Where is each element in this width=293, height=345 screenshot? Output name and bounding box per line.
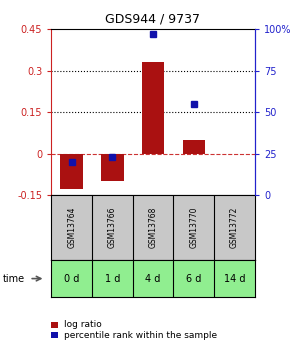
- Text: 14 d: 14 d: [224, 274, 245, 284]
- Text: GSM13764: GSM13764: [67, 207, 76, 248]
- Text: percentile rank within the sample: percentile rank within the sample: [64, 331, 217, 339]
- Text: 1 d: 1 d: [105, 274, 120, 284]
- Text: 4 d: 4 d: [145, 274, 161, 284]
- Text: GSM13768: GSM13768: [149, 207, 158, 248]
- Bar: [101, 154, 124, 181]
- Text: GDS944 / 9737: GDS944 / 9737: [105, 12, 200, 25]
- Text: GSM13772: GSM13772: [230, 207, 239, 248]
- Text: GSM13770: GSM13770: [189, 207, 198, 248]
- Bar: [183, 140, 205, 154]
- Bar: [60, 154, 83, 189]
- Text: GSM13766: GSM13766: [108, 207, 117, 248]
- Bar: [142, 62, 164, 154]
- Text: 0 d: 0 d: [64, 274, 79, 284]
- Text: log ratio: log ratio: [64, 320, 101, 329]
- Text: 6 d: 6 d: [186, 274, 202, 284]
- Text: time: time: [3, 274, 25, 284]
